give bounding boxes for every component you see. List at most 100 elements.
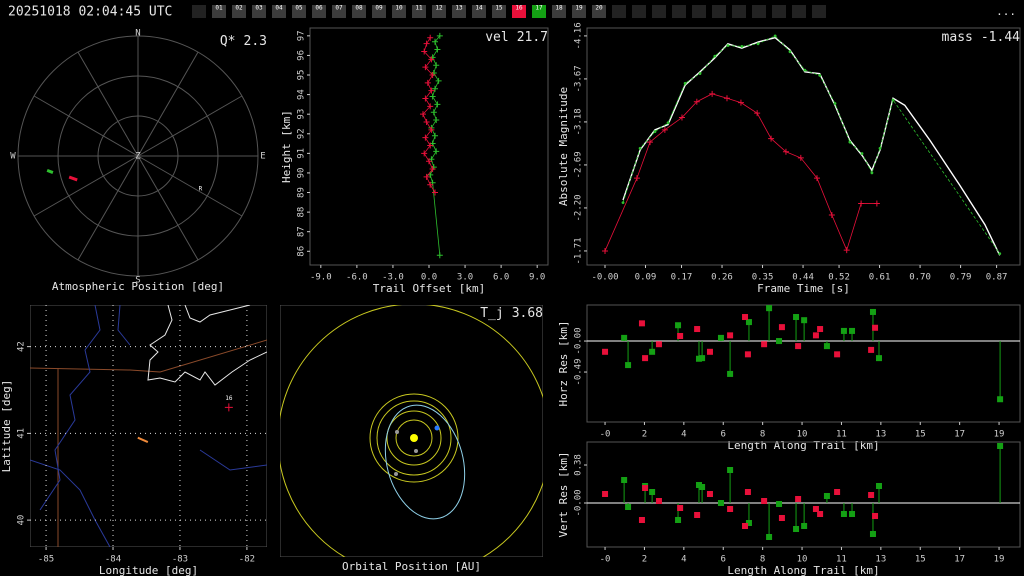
x-tick-label: 10 (797, 555, 808, 565)
chart-title: Orbital Position [AU] (342, 560, 481, 573)
station-toggle[interactable]: 13 (452, 5, 466, 19)
y-tick-label: -3.18 (574, 108, 584, 135)
station-toggle[interactable]: 15 (492, 5, 506, 19)
point (647, 139, 654, 146)
station-slot (772, 5, 786, 18)
point (433, 148, 440, 155)
point (870, 171, 874, 175)
x-tick-label: 15 (915, 555, 926, 565)
station-toggle[interactable]: 20 (592, 5, 606, 19)
polar-spoke (137, 155, 199, 261)
station-box (472, 5, 486, 18)
y-tick-label: 92 (297, 128, 307, 139)
station-toggle[interactable]: 11 (412, 5, 426, 19)
station-toggle[interactable]: 01 (212, 5, 226, 19)
point (795, 343, 802, 350)
point (872, 324, 879, 331)
station-toggle[interactable]: 14 (472, 5, 486, 19)
point (801, 523, 808, 529)
station-slot (692, 5, 706, 18)
point (869, 308, 876, 315)
point (602, 491, 609, 497)
station-box (352, 5, 366, 18)
station-toggle[interactable]: 02 (232, 5, 246, 19)
point (756, 42, 760, 46)
point (422, 134, 429, 141)
point (997, 396, 1004, 403)
y-tick-label: -0.49 (574, 358, 584, 385)
point (428, 126, 435, 133)
point (878, 146, 882, 150)
station-box (572, 5, 586, 18)
point (761, 498, 768, 504)
station-toggle[interactable]: 19 (572, 5, 586, 19)
point (727, 370, 734, 377)
station-slot (752, 5, 766, 18)
station-toggle[interactable]: 18 (552, 5, 566, 19)
x-tick-label: 6 (721, 430, 726, 440)
point (426, 158, 432, 165)
polar-spoke (137, 155, 243, 217)
station-toggle[interactable]: 06 (312, 5, 326, 19)
y-tick-label: -0.00 (574, 328, 584, 355)
point (773, 34, 777, 38)
station-toggle[interactable]: 07 (332, 5, 346, 19)
station-toggle[interactable]: 12 (432, 5, 446, 19)
station-toggle[interactable]: 10 (392, 5, 406, 19)
point (849, 327, 856, 334)
point (675, 322, 682, 329)
polar-spoke (137, 51, 199, 157)
point (868, 346, 875, 353)
station-toggle[interactable]: 03 (252, 5, 266, 19)
map-layer: 16 (30, 305, 267, 547)
x-tick-label: 10 (797, 430, 808, 440)
point (428, 56, 435, 63)
station-box (432, 5, 446, 18)
station-label: 09 (375, 5, 383, 12)
station-label: 05 (295, 5, 303, 12)
point (860, 152, 864, 155)
point (872, 513, 879, 519)
point (812, 506, 819, 512)
station-toggle[interactable]: 09 (372, 5, 386, 19)
x-tick-label: 9.0 (529, 273, 545, 283)
point (834, 351, 841, 358)
point (706, 491, 713, 497)
x-tick-label: 0.09 (635, 273, 657, 283)
point (434, 46, 441, 53)
polar-spoke (77, 155, 139, 261)
point (717, 334, 724, 341)
station-toggle[interactable]: 16 (512, 5, 526, 19)
station-toggle[interactable]: 17 (532, 5, 546, 19)
point (726, 44, 730, 47)
point (840, 327, 847, 334)
track (137, 436, 149, 443)
station-slot (192, 5, 206, 18)
point (793, 526, 800, 532)
station-toggle[interactable]: 05 (292, 5, 306, 19)
y-axis-label: Vert Res [km] (557, 451, 570, 537)
point (430, 109, 437, 116)
station-box (592, 5, 606, 18)
point (782, 148, 789, 155)
point (432, 132, 439, 139)
station-toggle[interactable]: 04 (272, 5, 286, 19)
point (642, 355, 649, 362)
x-tick-label: 0.52 (828, 273, 850, 283)
station-label: 15 (495, 5, 503, 12)
point (833, 102, 837, 105)
point (695, 482, 702, 488)
annotation-label: vel (485, 30, 508, 45)
point (869, 531, 876, 537)
x-tick-label: 0.35 (752, 273, 774, 283)
meteoroid-orbit (384, 404, 466, 520)
point (817, 511, 824, 517)
menu-button[interactable]: ... (996, 5, 1016, 18)
point (768, 135, 775, 142)
y-axis-label: Latitude [deg] (0, 380, 13, 473)
point (858, 200, 865, 207)
point (655, 341, 662, 348)
point (427, 34, 434, 41)
station-toggle[interactable]: 08 (352, 5, 366, 19)
x-tick-label: 17 (954, 430, 965, 440)
